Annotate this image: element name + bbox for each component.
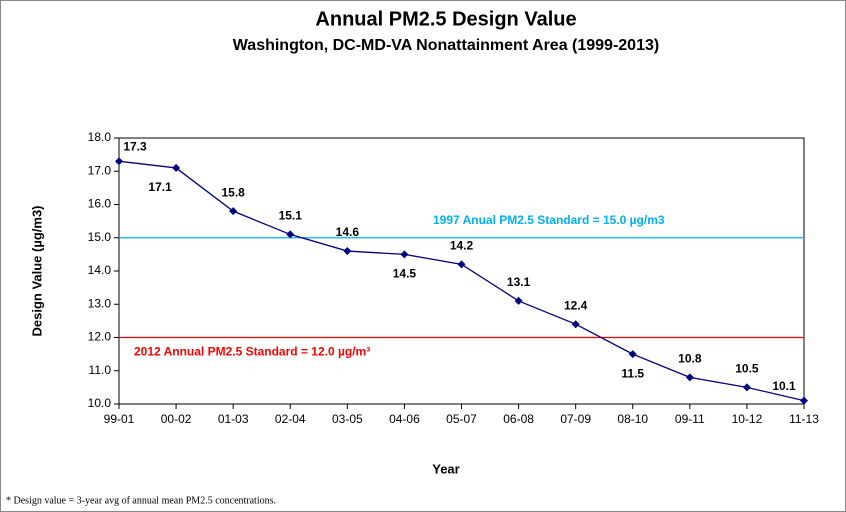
x-tick-label: 99-01: [104, 412, 135, 426]
x-tick-label: 02-04: [275, 412, 306, 426]
marker: [800, 396, 808, 405]
x-tick-label: 10-12: [732, 412, 763, 426]
x-tick-label: 00-02: [161, 412, 192, 426]
marker: [286, 230, 295, 239]
data-label: 12.4: [564, 298, 588, 312]
marker: [628, 350, 637, 359]
x-axis-title: Year: [432, 461, 459, 476]
data-label: 15.8: [221, 185, 245, 199]
y-tick-label: 15.0: [88, 230, 112, 244]
data-label: 10.1: [772, 379, 796, 393]
marker: [115, 157, 123, 166]
data-label: 17.3: [123, 139, 147, 153]
marker: [400, 250, 409, 259]
marker: [685, 373, 694, 382]
x-tick-label: 03-05: [332, 412, 363, 426]
y-tick-label: 11.0: [89, 363, 112, 377]
y-tick-label: 17.0: [88, 163, 112, 177]
data-label: 14.6: [336, 225, 360, 239]
x-tick-label: 01-03: [218, 412, 249, 426]
y-tick-label: 13.0: [88, 296, 112, 310]
data-label: 10.8: [678, 352, 702, 366]
data-label: 17.1: [148, 180, 172, 194]
y-tick-label: 12.0: [88, 330, 112, 344]
x-tick-label: 05-07: [446, 412, 477, 426]
chart-subtitle: Washington, DC-MD-VA Nonattainment Area …: [233, 37, 659, 54]
data-label: 14.2: [450, 239, 474, 253]
chart-title: Annual PM2.5 Design Value: [315, 8, 576, 30]
marker: [343, 247, 352, 256]
data-label: 14.5: [393, 267, 417, 281]
reference-label: 2012 Annual PM2.5 Standard = 12.0 µg/m³: [134, 345, 370, 359]
data-label: 15.1: [279, 209, 303, 223]
data-label: 13.1: [507, 275, 531, 289]
x-tick-label: 04-06: [389, 412, 420, 426]
x-tick-label: 08-10: [617, 412, 648, 426]
y-tick-label: 16.0: [88, 197, 112, 211]
data-label: 11.5: [621, 366, 644, 380]
y-tick-label: 18.0: [88, 130, 112, 144]
y-tick-label: 10.0: [88, 396, 112, 410]
y-tick-label: 14.0: [88, 263, 112, 277]
marker: [172, 163, 181, 172]
x-tick-label: 09-11: [675, 412, 705, 426]
marker: [514, 296, 523, 305]
data-label: 10.5: [735, 362, 759, 376]
y-axis-title: Design Value (µg/m3): [29, 205, 44, 336]
marker: [229, 207, 238, 216]
footnote: * Design value = 3-year avg of annual me…: [6, 495, 276, 506]
marker: [457, 260, 466, 269]
marker: [742, 383, 751, 392]
marker: [571, 320, 580, 329]
x-tick-label: 11-13: [789, 412, 819, 426]
x-tick-label: 06-08: [503, 412, 534, 426]
reference-label: 1997 Anual PM2.5 Standard = 15.0 µg/m3: [433, 213, 665, 227]
x-tick-label: 07-09: [560, 412, 591, 426]
